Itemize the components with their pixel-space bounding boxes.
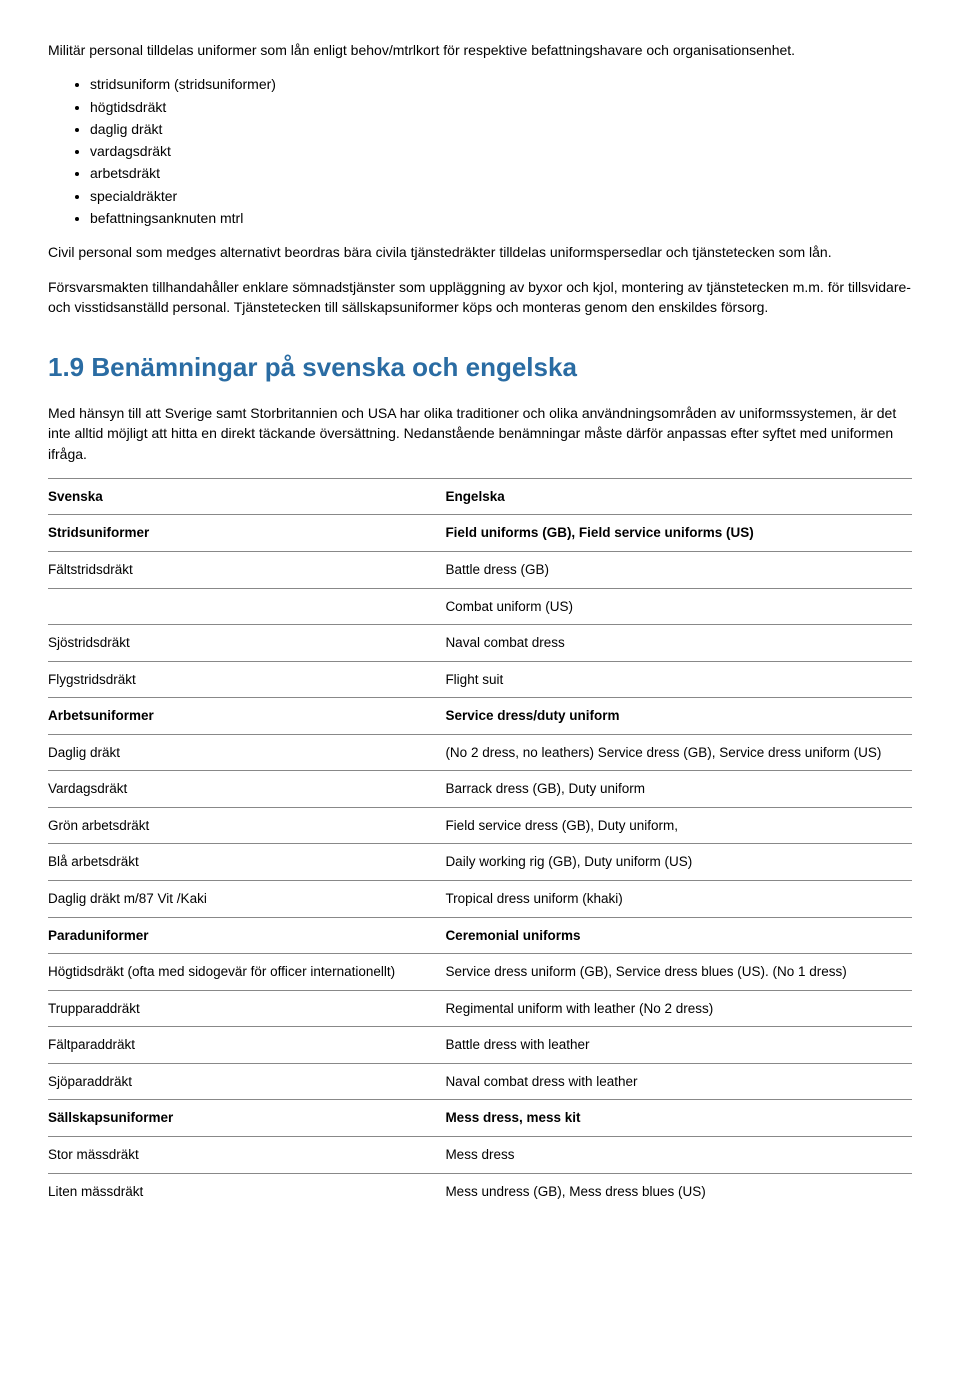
swedish-cell: Arbetsuniformer — [48, 698, 445, 735]
english-cell: Engelska — [445, 478, 912, 515]
list-item: vardagsdräkt — [90, 141, 912, 161]
english-cell: Barrack dress (GB), Duty uniform — [445, 771, 912, 808]
swedish-cell: Vardagsdräkt — [48, 771, 445, 808]
swedish-cell: Daglig dräkt — [48, 734, 445, 771]
english-cell: Battle dress (GB) — [445, 551, 912, 588]
table-row: Liten mässdräktMess undress (GB), Mess d… — [48, 1173, 912, 1209]
swedish-cell: Trupparaddräkt — [48, 990, 445, 1027]
swedish-cell — [48, 588, 445, 625]
list-item: specialdräkter — [90, 186, 912, 206]
table-row: Daglig dräkt m/87 Vit /KakiTropical dres… — [48, 881, 912, 918]
english-cell: Combat uniform (US) — [445, 588, 912, 625]
swedish-cell: Liten mässdräkt — [48, 1173, 445, 1209]
list-item: stridsuniform (stridsuniformer) — [90, 74, 912, 94]
section-heading: 1.9 Benämningar på svenska och engelska — [48, 349, 912, 387]
english-cell: Mess dress, mess kit — [445, 1100, 912, 1137]
swedish-cell: Högtidsdräkt (ofta med sidogevär för off… — [48, 954, 445, 991]
english-cell: Tropical dress uniform (khaki) — [445, 881, 912, 918]
table-row: Grön arbetsdräktField service dress (GB)… — [48, 807, 912, 844]
english-cell: Regimental uniform with leather (No 2 dr… — [445, 990, 912, 1027]
swedish-cell: Svenska — [48, 478, 445, 515]
swedish-cell: Daglig dräkt m/87 Vit /Kaki — [48, 881, 445, 918]
swedish-cell: Paraduniformer — [48, 917, 445, 954]
table-row: Daglig dräkt(No 2 dress, no leathers) Se… — [48, 734, 912, 771]
english-cell: Battle dress with leather — [445, 1027, 912, 1064]
table-row: FlygstridsdräktFlight suit — [48, 661, 912, 698]
english-cell: Flight suit — [445, 661, 912, 698]
english-cell: Service dress uniform (GB), Service dres… — [445, 954, 912, 991]
table-row: SjöstridsdräktNaval combat dress — [48, 625, 912, 662]
table-row: ParaduniformerCeremonial uniforms — [48, 917, 912, 954]
swedish-cell: Fältstridsdräkt — [48, 551, 445, 588]
english-cell: Ceremonial uniforms — [445, 917, 912, 954]
swedish-cell: Sällskapsuniformer — [48, 1100, 445, 1137]
list-item: daglig dräkt — [90, 119, 912, 139]
swedish-cell: Blå arbetsdräkt — [48, 844, 445, 881]
section-intro-paragraph: Med hänsyn till att Sverige samt Storbri… — [48, 403, 912, 464]
swedish-cell: Sjöparaddräkt — [48, 1063, 445, 1100]
table-row: SjöparaddräktNaval combat dress with lea… — [48, 1063, 912, 1100]
table-row: StridsuniformerField uniforms (GB), Fiel… — [48, 515, 912, 552]
table-row: FältstridsdräktBattle dress (GB) — [48, 551, 912, 588]
list-item: högtidsdräkt — [90, 97, 912, 117]
table-row: SvenskaEngelska — [48, 478, 912, 515]
table-row: Stor mässdräktMess dress — [48, 1136, 912, 1173]
swedish-cell: Stridsuniformer — [48, 515, 445, 552]
table-row: TrupparaddräktRegimental uniform with le… — [48, 990, 912, 1027]
table-row: Blå arbetsdräktDaily working rig (GB), D… — [48, 844, 912, 881]
english-cell: Mess undress (GB), Mess dress blues (US) — [445, 1173, 912, 1209]
uniform-type-list: stridsuniform (stridsuniformer) högtidsdr… — [48, 74, 912, 228]
terminology-table: SvenskaEngelskaStridsuniformerField unif… — [48, 478, 912, 1209]
table-row: Combat uniform (US) — [48, 588, 912, 625]
list-item: befattningsanknuten mtrl — [90, 208, 912, 228]
english-cell: (No 2 dress, no leathers) Service dress … — [445, 734, 912, 771]
swedish-cell: Fältparaddräkt — [48, 1027, 445, 1064]
table-row: FältparaddräktBattle dress with leather — [48, 1027, 912, 1064]
english-cell: Naval combat dress — [445, 625, 912, 662]
intro-paragraph: Militär personal tilldelas uniformer som… — [48, 40, 912, 60]
table-row: VardagsdräktBarrack dress (GB), Duty uni… — [48, 771, 912, 808]
forsvars-paragraph: Försvarsmakten tillhandahåller enklare s… — [48, 277, 912, 318]
table-row: SällskapsuniformerMess dress, mess kit — [48, 1100, 912, 1137]
english-cell: Field uniforms (GB), Field service unifo… — [445, 515, 912, 552]
swedish-cell: Grön arbetsdräkt — [48, 807, 445, 844]
english-cell: Daily working rig (GB), Duty uniform (US… — [445, 844, 912, 881]
english-cell: Field service dress (GB), Duty uniform, — [445, 807, 912, 844]
list-item: arbetsdräkt — [90, 163, 912, 183]
english-cell: Service dress/duty uniform — [445, 698, 912, 735]
swedish-cell: Sjöstridsdräkt — [48, 625, 445, 662]
swedish-cell: Flygstridsdräkt — [48, 661, 445, 698]
table-row: ArbetsuniformerService dress/duty unifor… — [48, 698, 912, 735]
english-cell: Mess dress — [445, 1136, 912, 1173]
english-cell: Naval combat dress with leather — [445, 1063, 912, 1100]
swedish-cell: Stor mässdräkt — [48, 1136, 445, 1173]
table-row: Högtidsdräkt (ofta med sidogevär för off… — [48, 954, 912, 991]
civil-paragraph: Civil personal som medges alternativt be… — [48, 242, 912, 262]
